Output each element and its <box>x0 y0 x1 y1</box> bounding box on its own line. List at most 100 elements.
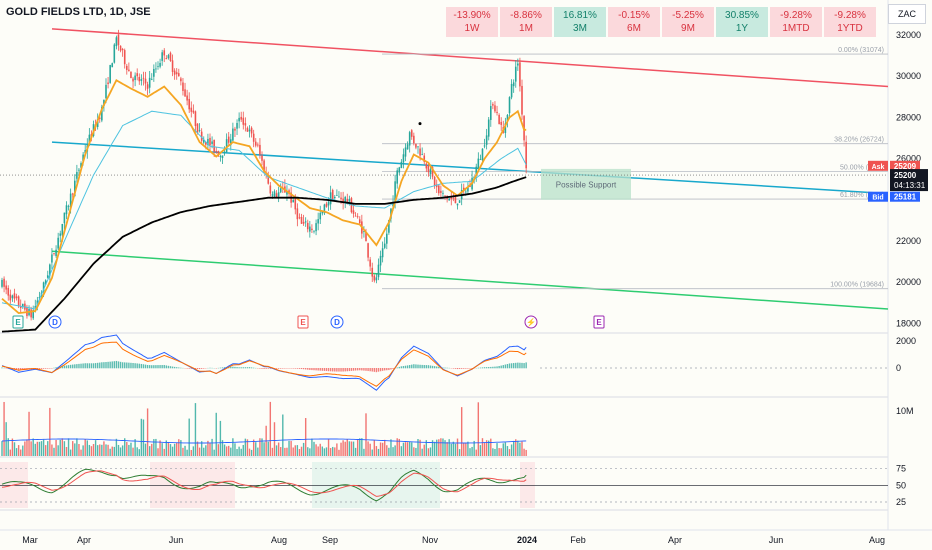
volume-bar <box>248 448 251 456</box>
volume-bar <box>425 440 428 456</box>
candle-body <box>98 117 101 119</box>
macd-hist-bar <box>124 362 126 369</box>
candle-body <box>494 105 496 112</box>
macd-hist-bar <box>390 368 392 370</box>
volume-bar <box>203 447 205 456</box>
candle-body <box>190 107 193 112</box>
candle-body <box>271 194 274 196</box>
event-marker-earnings-future <box>593 315 605 329</box>
volume-bar <box>236 449 238 456</box>
support-label: Possible Support <box>556 180 617 189</box>
macd-hist-bar <box>379 368 382 372</box>
volume-bar <box>180 440 182 456</box>
candle-body <box>105 84 107 99</box>
macd-hist-bar <box>240 367 242 369</box>
macd-hist-bar <box>371 368 373 372</box>
candle-body <box>423 155 426 163</box>
macd-hist-bar <box>72 364 74 369</box>
macd-hist-bar <box>467 368 469 369</box>
volume-bar <box>519 442 521 456</box>
macd-hist-bar <box>415 364 417 369</box>
candle-body <box>340 197 342 200</box>
candle-body <box>292 199 294 203</box>
macd-hist-bar <box>386 368 388 371</box>
macd-hist-bar <box>425 365 428 369</box>
candle-body <box>319 212 322 220</box>
ask-tag <box>868 160 888 171</box>
candle-body <box>475 166 478 176</box>
candle-body <box>42 282 45 292</box>
macd-hist-bar <box>361 368 363 371</box>
candle-body <box>450 197 453 200</box>
macd-hist-bar <box>148 365 151 369</box>
volume-bar <box>28 411 30 456</box>
volume-bar <box>442 438 444 456</box>
candle-body <box>406 144 409 150</box>
volume-bar <box>34 443 36 456</box>
macd-hist-bar <box>411 364 413 369</box>
candle-body <box>309 226 311 232</box>
candle-body <box>113 44 116 63</box>
volume-bar <box>184 445 186 456</box>
macd-hist-bar <box>200 368 203 369</box>
candle-body <box>167 55 170 59</box>
volume-bar <box>323 448 326 456</box>
macd-hist-bar <box>105 362 107 369</box>
currency-button[interactable]: ZAC <box>888 4 926 24</box>
candle-body <box>51 254 53 263</box>
channel-middle-line <box>51 141 889 195</box>
symbol-title[interactable]: GOLD FIELDS LTD, 1D, JSE <box>6 6 151 18</box>
candle-body <box>123 50 126 65</box>
candle-body <box>178 73 180 77</box>
volume-bar <box>240 448 242 456</box>
volume-bar <box>429 447 432 456</box>
macd-hist-bar <box>444 367 446 369</box>
candle-body <box>363 231 365 232</box>
candle-body <box>452 198 455 200</box>
macd-hist-bar <box>367 368 369 372</box>
macd-hist-bar <box>458 368 461 369</box>
volume-bar <box>142 419 145 456</box>
macd-hist-bar <box>332 368 334 372</box>
macd-hist-bar <box>198 368 201 370</box>
volume-bar <box>275 445 278 456</box>
macd-hist-bar <box>219 367 222 369</box>
volume-bar <box>267 441 269 456</box>
macd-hist-bar <box>259 368 261 369</box>
volume-bar <box>151 443 153 456</box>
volume-bar <box>101 444 103 456</box>
macd-hist-bar <box>402 366 405 369</box>
volume-bar <box>257 447 259 456</box>
macd-hist-bar <box>236 367 238 369</box>
volume-bar <box>200 441 203 456</box>
volume-bar <box>244 438 247 456</box>
macd-hist-bar <box>304 368 307 370</box>
volume-bar <box>361 438 363 456</box>
candle-body <box>163 50 166 56</box>
support-zone <box>541 168 631 200</box>
macd-hist-bar <box>294 368 296 369</box>
macd-hist-bar <box>465 368 467 369</box>
macd-hist-bar <box>300 368 303 370</box>
macd-hist-bar <box>359 368 361 371</box>
candle-body <box>521 85 523 115</box>
performance-period: 1YTD <box>837 23 863 34</box>
candle-body <box>396 170 398 184</box>
volume-bar <box>130 442 132 456</box>
volume-bar <box>369 443 371 456</box>
performance-change: -8.86% <box>510 10 542 21</box>
candle-body <box>155 68 157 70</box>
volume-bar <box>521 441 523 456</box>
candle-body <box>514 66 517 82</box>
volume-bar <box>496 443 498 456</box>
volume-bar <box>5 422 7 456</box>
candle-body <box>111 63 114 68</box>
candle-body <box>334 196 336 199</box>
macd-hist-bar <box>78 363 80 369</box>
volume-bar <box>321 446 324 456</box>
candle-body <box>119 45 122 51</box>
candle-body <box>510 83 513 98</box>
volume-bar <box>173 443 176 456</box>
macd-hist-bar <box>194 368 197 369</box>
